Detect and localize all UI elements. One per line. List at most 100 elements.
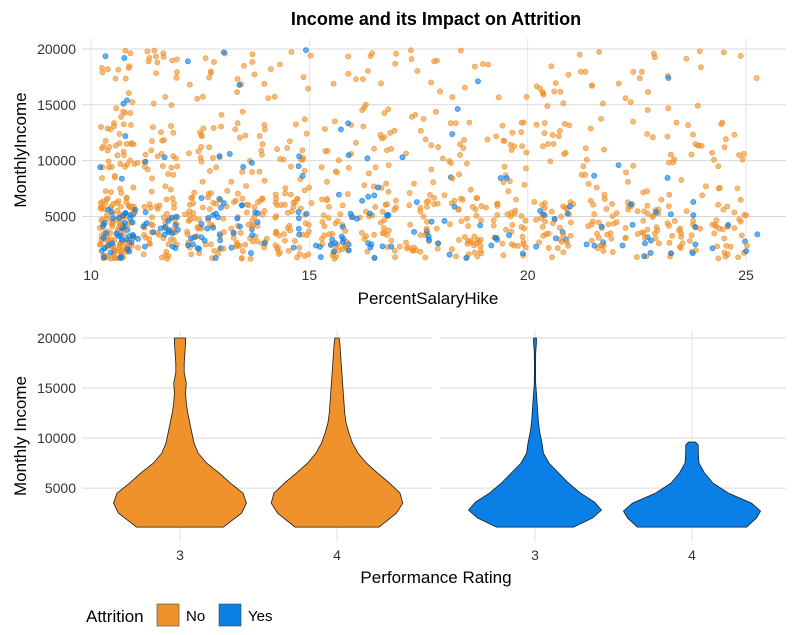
scatter-point-no — [267, 66, 274, 72]
scatter-point-no — [434, 57, 440, 64]
scatter-point-no — [544, 103, 551, 109]
scatter-point-yes — [368, 241, 375, 248]
scatter-point-no — [287, 227, 294, 234]
scatter-point-no — [545, 244, 552, 251]
scatter-point-no — [210, 155, 216, 161]
scatter-point-yes — [100, 235, 107, 241]
scatter-point-no — [417, 205, 424, 211]
scatter-point-yes — [124, 226, 131, 233]
scatter-point-yes — [239, 202, 245, 209]
scatter-point-no — [420, 213, 427, 220]
scatter-point-yes — [375, 184, 381, 191]
violin-no-rating-4 — [270, 337, 404, 528]
scatter-point-no — [703, 183, 709, 190]
scatter-point-yes — [317, 254, 324, 260]
scatter-point-yes — [379, 243, 386, 250]
scatter-point-no — [300, 74, 307, 81]
scatter-point-no — [552, 80, 559, 87]
scatter-point-no — [372, 204, 379, 210]
scatter-point-no — [104, 125, 111, 132]
scatter-point-yes — [210, 212, 217, 218]
scatter-point-yes — [451, 203, 458, 210]
scatter-point-no — [292, 238, 298, 244]
scatter-point-no — [228, 178, 235, 185]
scatter-point-no — [140, 251, 147, 258]
scatter-point-no — [367, 53, 374, 59]
scatter-point-no — [440, 155, 446, 162]
scatter-point-no — [474, 236, 481, 243]
scatter-point-no — [597, 242, 604, 249]
scatter-point-yes — [668, 211, 674, 218]
scatter-point-yes — [165, 227, 172, 233]
scatter-point-no — [242, 241, 249, 248]
scatter-point-no — [508, 241, 515, 248]
scatter-point-no — [282, 185, 289, 192]
scatter-point-no — [211, 59, 217, 65]
scatter-point-no — [722, 136, 729, 143]
scatter-point-no — [594, 230, 600, 237]
scatter-point-yes — [641, 253, 647, 260]
scatter-point-no — [220, 215, 227, 222]
scatter-point-yes — [353, 215, 360, 222]
scatter-point-no — [640, 217, 647, 224]
scatter-point-no — [256, 133, 263, 139]
scatter-point-no — [720, 206, 727, 213]
scatter-point-no — [144, 166, 151, 173]
scatter-point-yes — [216, 195, 223, 202]
scatter-x-ticks: 10 15 20 25 — [83, 267, 754, 283]
scatter-point-no — [523, 149, 530, 156]
scatter-point-no — [500, 252, 507, 259]
scatter-point-no — [392, 197, 399, 204]
scatter-point-no — [600, 248, 607, 254]
scatter-point-no — [261, 80, 268, 87]
scatter-point-no — [372, 164, 379, 171]
scatter-point-no — [381, 110, 388, 116]
scatter-point-no — [197, 129, 204, 136]
scatter-point-no — [261, 207, 268, 214]
scatter-point-no — [473, 212, 480, 219]
scatter-point-no — [741, 151, 747, 157]
scatter-point-no — [382, 201, 389, 208]
scatter-point-no — [483, 204, 489, 211]
legend-swatch-yes — [218, 603, 242, 627]
scatter-point-no — [149, 138, 155, 144]
scatter-point-no — [397, 243, 403, 250]
scatter-point-yes — [150, 229, 157, 236]
scatter-point-yes — [371, 192, 378, 199]
scatter-point-no — [455, 206, 462, 213]
scatter-point-no — [721, 144, 728, 151]
scatter-point-no — [408, 56, 415, 62]
scatter-point-yes — [143, 220, 150, 226]
scatter-point-no — [669, 232, 675, 239]
scatter-point-yes — [240, 164, 247, 170]
scatter-point-no — [711, 230, 718, 237]
scatter-point-no — [467, 186, 474, 193]
scatter-point-no — [272, 214, 279, 221]
scatter-point-yes — [261, 240, 268, 247]
scatter-point-no — [213, 200, 219, 207]
scatter-point-no — [554, 245, 561, 251]
scatter-point-no — [117, 222, 124, 229]
scatter-point-no — [294, 254, 300, 261]
scatter-point-yes — [494, 236, 501, 243]
scatter-point-yes — [236, 81, 243, 88]
scatter-point-no — [238, 255, 245, 262]
scatter-point-no — [360, 76, 366, 83]
scatter-point-yes — [120, 100, 127, 107]
scatter-point-no — [127, 50, 134, 57]
scatter-point-no — [293, 121, 299, 128]
scatter-point-no — [557, 88, 564, 95]
scatter-point-no — [753, 75, 760, 81]
scatter-point-no — [173, 74, 180, 81]
scatter-point-yes — [217, 237, 224, 244]
scatter-point-yes — [135, 235, 141, 242]
scatter-point-no — [239, 108, 246, 115]
scatter-point-no — [698, 64, 704, 71]
scatter-point-no — [690, 131, 696, 138]
scatter-point-no — [589, 82, 595, 89]
scatter-point-no — [171, 200, 177, 207]
scatter-point-no — [128, 122, 134, 128]
scatter-point-yes — [454, 106, 461, 112]
scatter-point-yes — [109, 240, 116, 247]
scatter-point-no — [319, 196, 325, 203]
